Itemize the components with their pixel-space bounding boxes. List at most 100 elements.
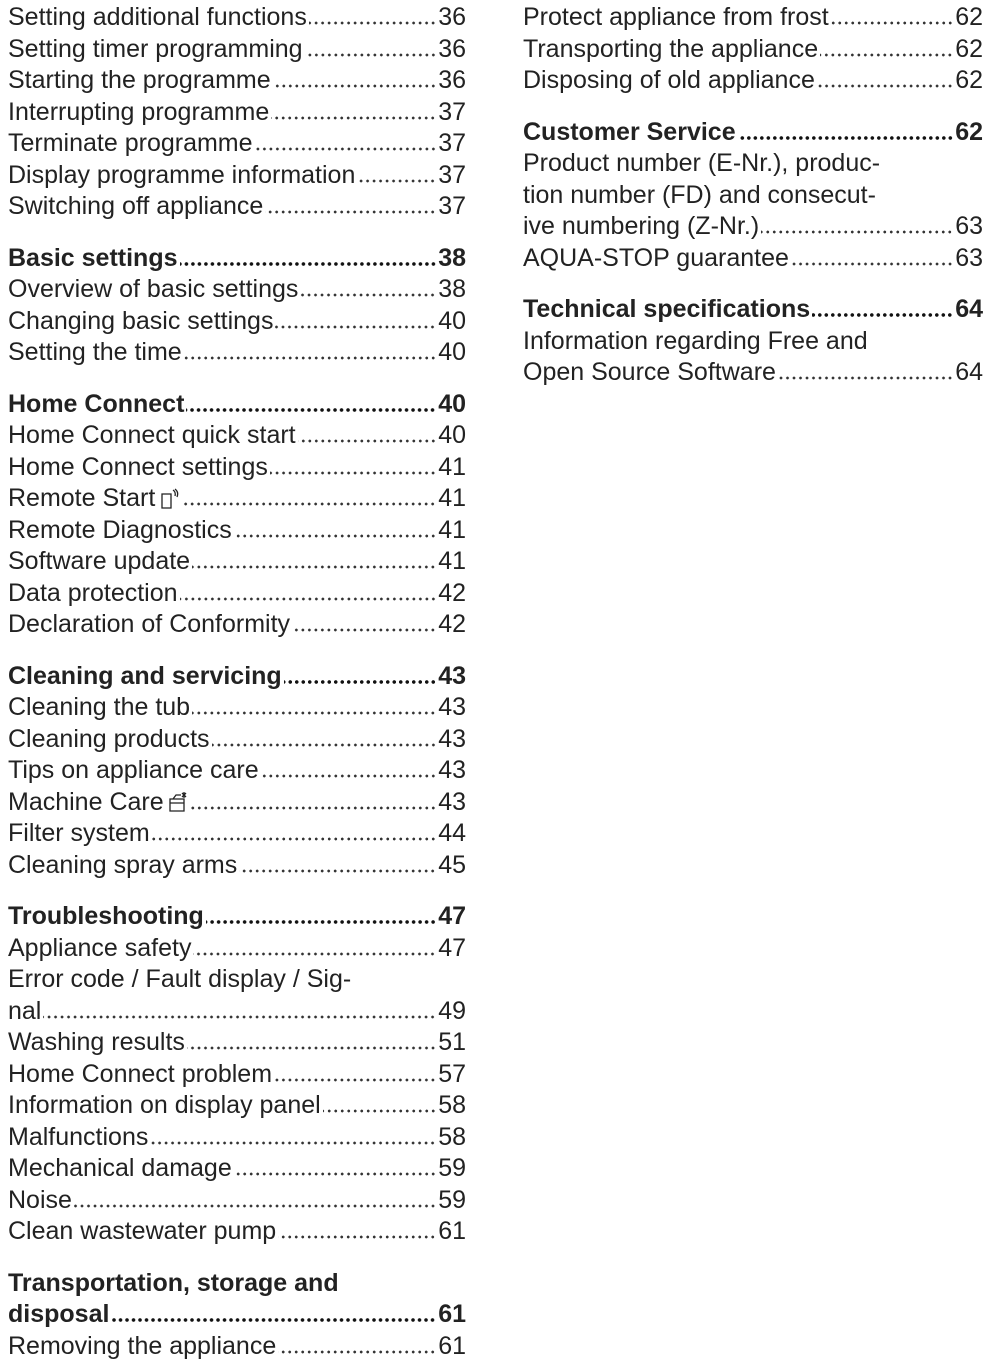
toc-section: Home Connect 40 Home Connect quick start 40… (8, 389, 466, 641)
page-number: 42 (438, 578, 466, 607)
toc-entry: Machine Care 43 (8, 787, 466, 819)
toc-entry: AQUA-STOP guarantee 63 (523, 243, 983, 275)
page-number: 41 (438, 452, 466, 481)
toc-entry-text: Declaration of Conformity (8, 610, 291, 638)
toc-entry-text: Data protection (8, 578, 178, 607)
leader-dots (761, 230, 954, 234)
leader-dots (283, 679, 437, 684)
leader-dots (278, 1349, 437, 1354)
toc-entry-line: Remote Diagnostics 41 (8, 515, 466, 547)
leader-dots (812, 313, 954, 317)
toc-entry-line: Terminate programme 37 (8, 128, 466, 160)
leader-dots (274, 1077, 437, 1082)
leader-dots (179, 596, 437, 601)
page-number: 43 (438, 724, 466, 753)
toc-entry-text: Tips on appliance care (8, 756, 259, 784)
toc-entry-text: AQUA-STOP guarantee (523, 243, 789, 272)
leader-dots (233, 533, 437, 538)
toc-entry-line: Setting the time 40 (8, 337, 466, 369)
section-heading: Home Connect 40 (8, 389, 466, 421)
page-number: 43 (438, 661, 466, 690)
toc-entry: Cleaning spray arms 45 (8, 850, 466, 882)
toc-entry: Noise 59 (8, 1185, 466, 1217)
leader-dots (193, 951, 437, 956)
toc-entry: Error code / Fault display / Sig-nal 49 (8, 964, 466, 1027)
leader-dots (111, 1318, 437, 1322)
toc-entry-line: Machine Care 43 (8, 787, 466, 819)
toc-section: Transportation, storage and disposal 61 Rem… (8, 1268, 466, 1360)
toc-entry-text: Transporting the appliance (523, 34, 819, 63)
page-number: 62 (955, 34, 983, 63)
toc-entry: Switching off appliance 37 (8, 191, 466, 223)
toc-entry-line: Washing results 51 (8, 1027, 466, 1059)
toc-entry: Display programme information 37 (8, 160, 466, 192)
leader-dots (179, 261, 437, 266)
page-number: 40 (438, 421, 466, 449)
toc-entry-line: Tips on appliance care 43 (8, 755, 466, 787)
leader-dots (790, 261, 954, 266)
section-heading: Troubleshooting 47 (8, 901, 466, 933)
toc-entry: Malfunctions 58 (8, 1122, 466, 1154)
toc-entry: Setting additional functions 36 (8, 2, 466, 34)
page-number: 61 (438, 1331, 466, 1360)
leader-dots (300, 293, 437, 297)
toc-section: Customer Service 62 Product number (E-Nr.)… (523, 117, 983, 275)
toc-entry-line: Appliance safety 47 (8, 933, 466, 965)
toc-entry-line: ive numbering (Z-Nr.) 63 (523, 211, 983, 243)
section-heading: Basic settings 38 (8, 243, 466, 275)
toc-entry-line: Setting additional functions 36 (8, 2, 466, 34)
toc-section: Troubleshooting 47 Appliance safety 47 Error… (8, 901, 466, 1248)
toc-section: Technical specifications 64 Information re… (523, 294, 983, 389)
leader-dots (150, 1140, 437, 1145)
leader-dots (183, 356, 437, 360)
page-number: 64 (955, 295, 983, 323)
toc-entry-text: Remote Diagnostics (8, 515, 232, 544)
toc-entry-line: Information on display panel 58 (8, 1090, 466, 1122)
leader-dots (272, 84, 437, 88)
leader-dots (304, 52, 437, 57)
toc-entry-line: Switching off appliance 37 (8, 191, 466, 223)
toc-entry-line: tion number (FD) and consecut- (523, 180, 983, 212)
toc-entry-line: Home Connect settings 41 (8, 452, 466, 484)
toc-entry: Clean wastewater pump 61 (8, 1216, 466, 1248)
leader-dots (192, 565, 437, 569)
toc-entry-line: Clean wastewater pump 61 (8, 1216, 466, 1248)
toc-entry: Remote Start 41 (8, 483, 466, 515)
leader-dots (239, 868, 437, 873)
toc-entry-text: Home Connect quick start (8, 421, 296, 449)
page-number: 40 (438, 338, 466, 366)
leader-dots (308, 21, 437, 25)
section-heading-text: Cleaning and servicing (8, 661, 282, 690)
section-heading-line: Cleaning and servicing 43 (8, 661, 466, 693)
page-number: 43 (438, 787, 466, 816)
leader-dots (233, 1172, 437, 1176)
toc-entry-text: Starting the programme (8, 66, 271, 94)
toc-entry-text: Machine Care (8, 787, 164, 816)
page-number: 51 (438, 1028, 466, 1056)
toc-entry: Information regarding Free and Open Sourc… (523, 326, 983, 389)
leader-dots (322, 1109, 437, 1113)
toc-entry: Home Connect settings 41 (8, 452, 466, 484)
toc-entry-text: Software update (8, 547, 191, 575)
page-number: 59 (438, 1185, 466, 1214)
page-number: 44 (438, 819, 466, 847)
leader-dots (271, 115, 437, 120)
page-number: 36 (438, 34, 466, 63)
leader-dots (186, 407, 437, 412)
toc-entry-text: Setting the time (8, 338, 182, 366)
section-heading-line: disposal 61 (8, 1299, 466, 1331)
toc-entry: Setting the time 40 (8, 337, 466, 369)
leader-dots (816, 84, 954, 88)
toc-entry: Product number (E-Nr.), produc-tion numb… (523, 148, 983, 243)
page-number: 59 (438, 1154, 466, 1182)
section-heading-text: Troubleshooting (8, 902, 204, 930)
section-heading-text: Technical specifications (523, 295, 811, 323)
section-heading: Transportation, storage and disposal 61 (8, 1268, 466, 1331)
toc-entry-text: ive numbering (Z-Nr.) (523, 212, 760, 240)
leader-dots (254, 147, 437, 151)
toc-entry-text: Clean wastewater pump (8, 1217, 277, 1245)
leader-dots (278, 1235, 437, 1239)
section-heading: Technical specifications 64 (523, 294, 983, 326)
leader-dots (297, 439, 437, 443)
